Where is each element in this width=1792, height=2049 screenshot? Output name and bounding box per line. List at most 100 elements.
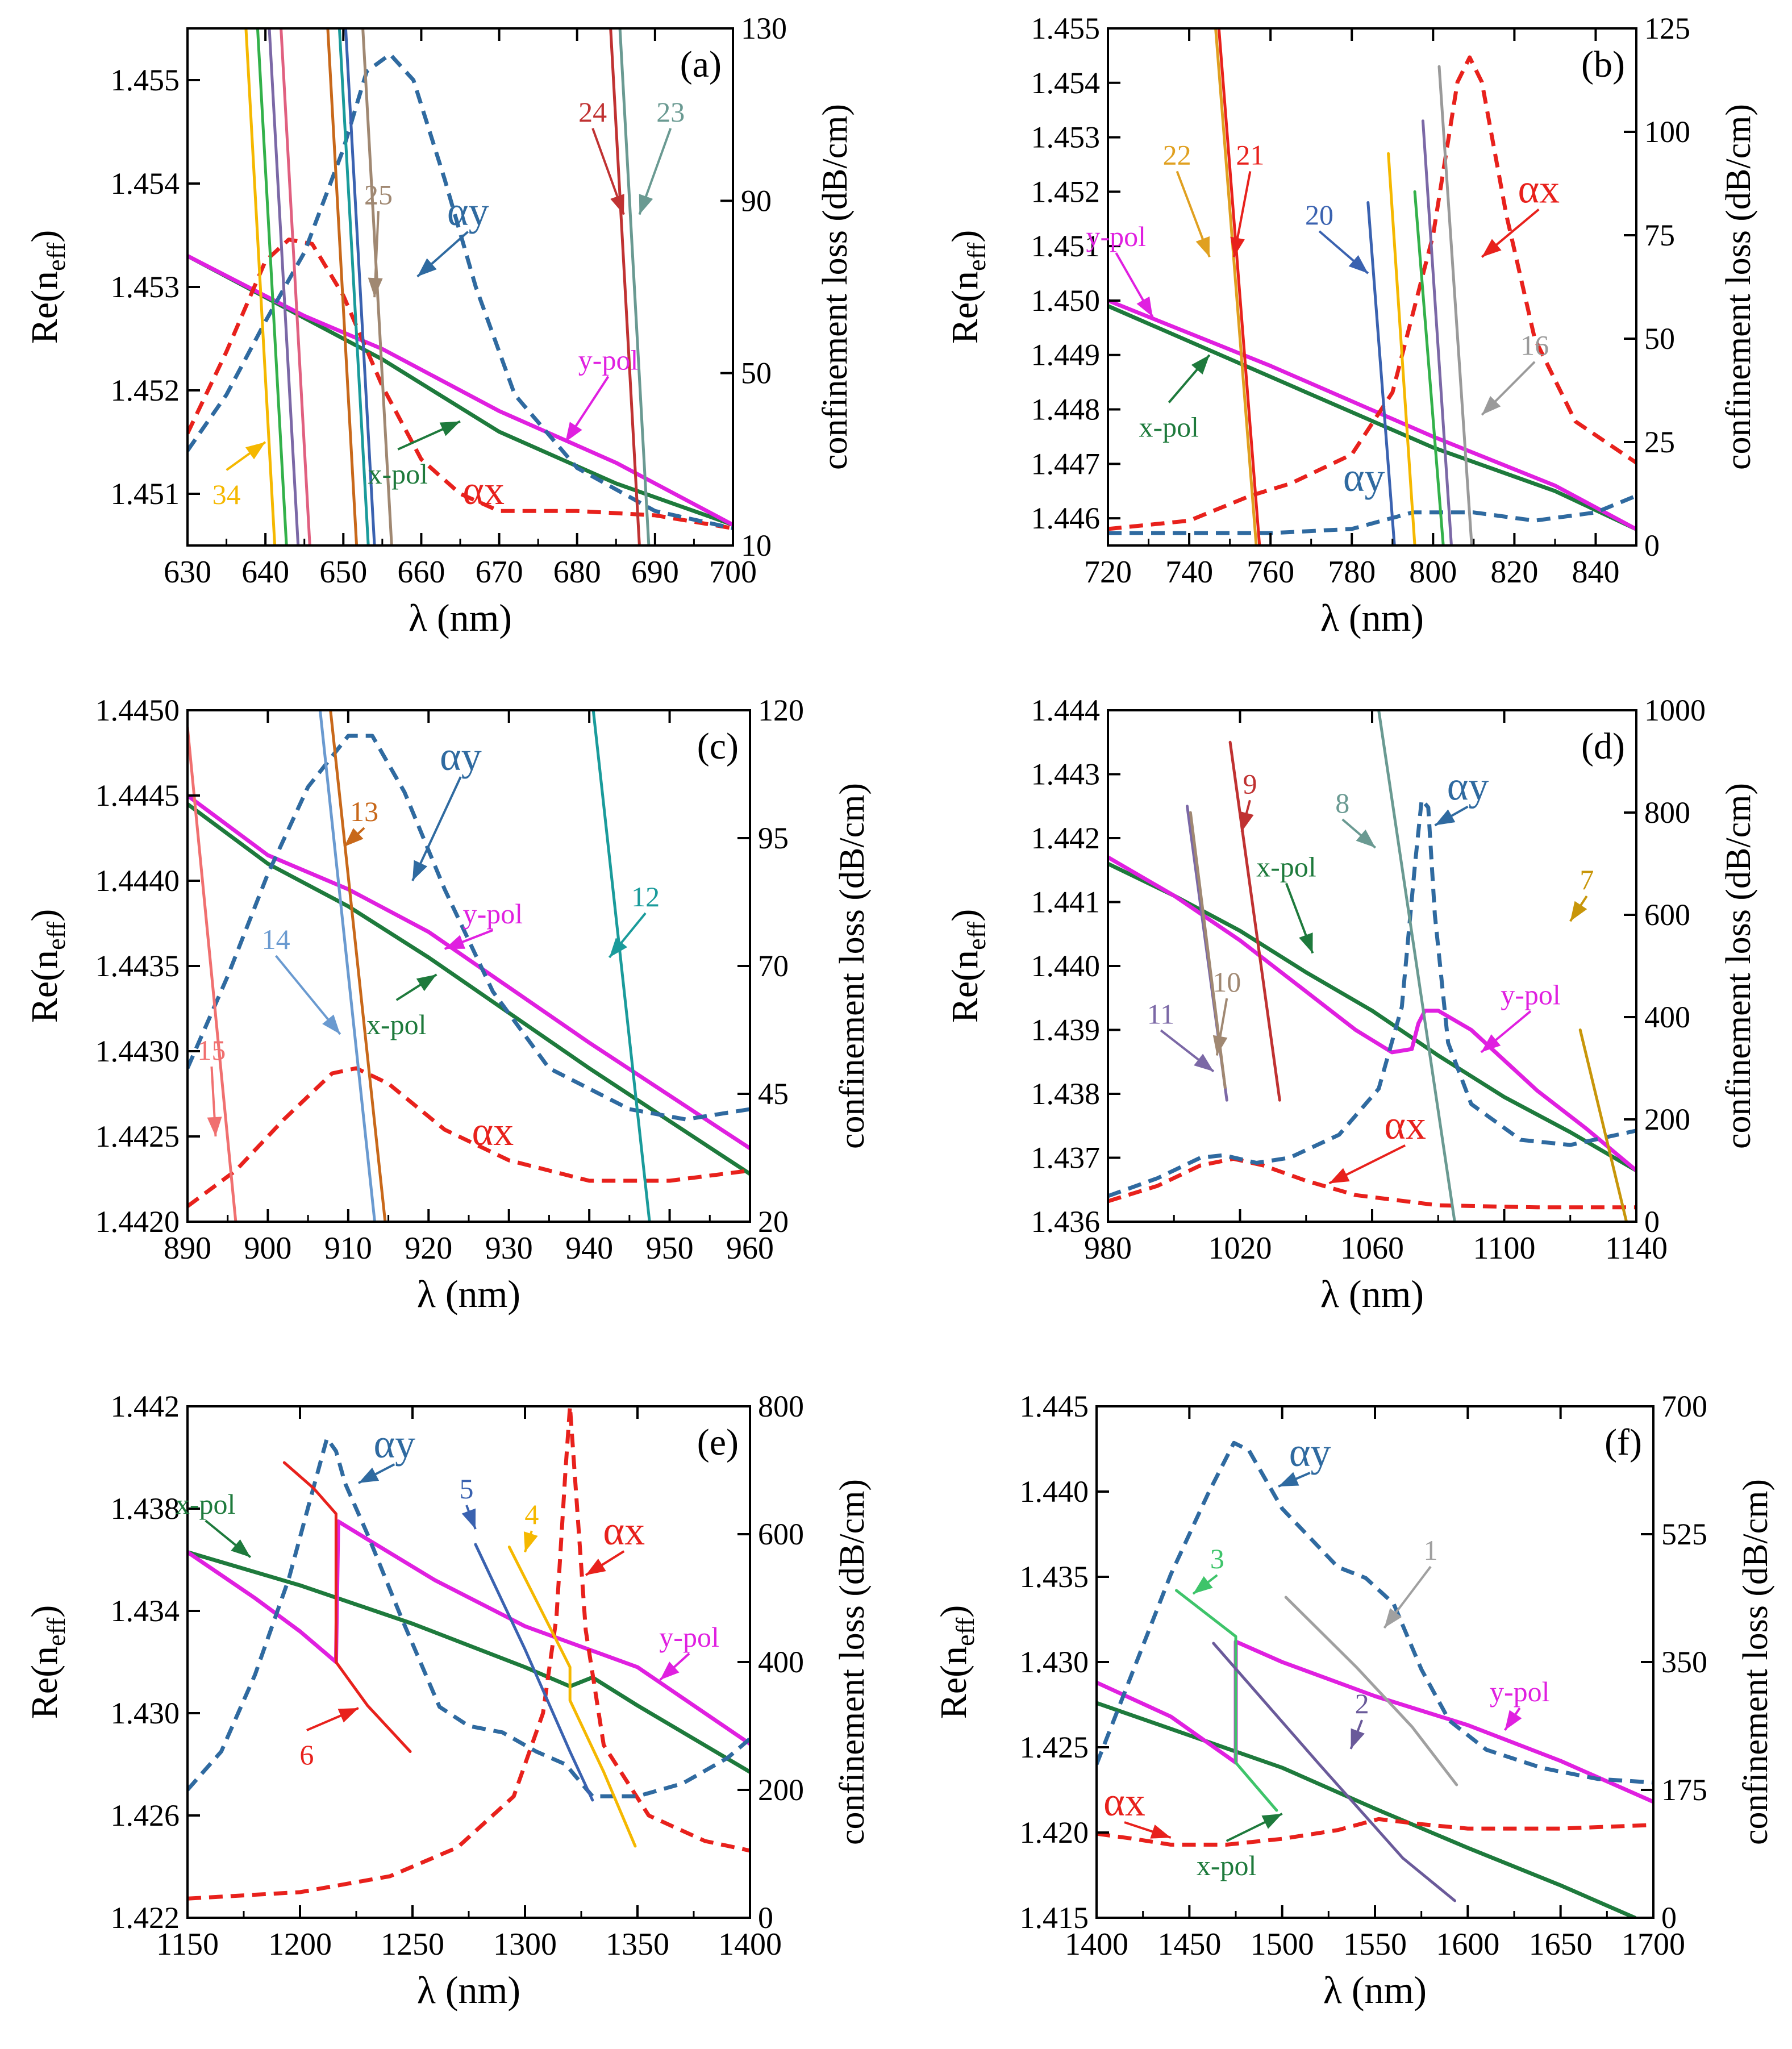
y-tick-label: 1.415 bbox=[1020, 1901, 1089, 1935]
panel-label: (f) bbox=[1605, 1422, 1642, 1463]
annotation-label: y-pol bbox=[1086, 220, 1147, 252]
annotation-label: 8 bbox=[1335, 787, 1349, 819]
y2-tick-label: 20 bbox=[758, 1205, 789, 1239]
series-m-b6 bbox=[1413, 190, 1445, 545]
annotation-label: x-pol bbox=[1197, 1850, 1257, 1881]
annotation-arrow-head bbox=[1570, 901, 1587, 922]
y2-tick-label: 10 bbox=[741, 528, 772, 563]
annotation-label: 15 bbox=[197, 1034, 226, 1066]
annotation-label: y-pol bbox=[659, 1621, 719, 1653]
x-tick-label: 680 bbox=[553, 555, 601, 590]
x-tick-label: 690 bbox=[631, 555, 679, 590]
annotation: 6 bbox=[299, 1707, 359, 1771]
annotation: αx bbox=[472, 1109, 514, 1154]
annotation-arrow-head bbox=[639, 194, 653, 215]
x-tick-label: 1200 bbox=[268, 1927, 332, 1962]
series-group bbox=[187, 1406, 750, 1901]
y-tick-label: 1.451 bbox=[111, 477, 180, 511]
annotation: αx bbox=[1328, 1102, 1426, 1185]
annotation: αx bbox=[585, 1508, 645, 1576]
y-tick-label: 1.426 bbox=[111, 1798, 180, 1833]
x-tick-label: 1020 bbox=[1208, 1231, 1272, 1266]
x-tick-label: 1350 bbox=[606, 1927, 669, 1962]
series-x-pol bbox=[1108, 861, 1636, 1173]
annotation-arrow-head bbox=[1348, 255, 1368, 274]
annotation-label: y-pol bbox=[463, 898, 523, 930]
x-tick-label: 1250 bbox=[381, 1927, 444, 1962]
series--x bbox=[1097, 1817, 1653, 1847]
annotation-label: αy bbox=[447, 189, 489, 234]
annotation: 7 bbox=[1569, 864, 1594, 922]
annotation: 11 bbox=[1147, 998, 1215, 1073]
annotation: 23 bbox=[638, 96, 685, 215]
annotation: x-pol bbox=[368, 420, 461, 490]
x-tick-label: 1450 bbox=[1157, 1927, 1221, 1962]
annotation-arrow-head bbox=[1239, 811, 1254, 832]
series-group bbox=[1108, 28, 1636, 545]
x-axis-label: λ (nm) bbox=[1320, 596, 1424, 639]
annotation-label: 22 bbox=[1163, 139, 1191, 170]
series-group bbox=[1097, 1440, 1653, 1918]
panel-a: 630 640 650 660 670 680 690 700 1.451 1.452 1.453 1… bbox=[24, 11, 855, 639]
series-9 bbox=[1228, 740, 1281, 1102]
y-tick-label: 1.449 bbox=[1031, 338, 1101, 372]
x-tick-label: 1400 bbox=[718, 1927, 782, 1962]
x-tick-label: 920 bbox=[405, 1231, 452, 1266]
y-tick-label: 1.439 bbox=[1031, 1013, 1101, 1047]
series-24 bbox=[609, 28, 641, 545]
annotation: y-pol bbox=[1490, 1676, 1550, 1731]
y-axis-label-close: ) bbox=[944, 909, 986, 922]
y-axis-label-sub: eff bbox=[41, 1617, 70, 1646]
panel-label: (c) bbox=[697, 726, 739, 767]
annotation: αx bbox=[1481, 166, 1560, 258]
y-tick-label: 1.425 bbox=[1020, 1730, 1089, 1764]
y2-tick-label: 90 bbox=[741, 184, 772, 218]
annotation: 3 bbox=[1192, 1543, 1224, 1595]
annotation: 10 bbox=[1212, 966, 1241, 1056]
annotation: αy bbox=[1434, 764, 1489, 827]
annotation-label: αx bbox=[472, 1109, 514, 1154]
annotation-label: 7 bbox=[1580, 864, 1594, 896]
annotation-arrow-head bbox=[1505, 1710, 1522, 1730]
x-tick-label: 670 bbox=[476, 555, 523, 590]
annotation-label: x-pol bbox=[1256, 851, 1316, 883]
y-axis-label-main: Re(n bbox=[24, 271, 65, 344]
annotation: x-pol bbox=[1197, 1813, 1283, 1881]
series-3 bbox=[1175, 1589, 1278, 1812]
annotation-label: 13 bbox=[350, 796, 378, 827]
annotation: αy bbox=[411, 734, 482, 881]
series-group bbox=[1108, 710, 1636, 1222]
y-tick-label: 1.440 bbox=[1020, 1475, 1089, 1509]
y2-tick-label: 600 bbox=[1644, 898, 1690, 932]
series-m-a3 bbox=[268, 28, 300, 545]
annotation-label: αx bbox=[1518, 166, 1560, 212]
x-tick-label: 760 bbox=[1247, 555, 1294, 590]
y-tick-label: 1.440 bbox=[1031, 949, 1101, 983]
series-group bbox=[187, 710, 750, 1222]
annotation-arrow-head bbox=[1191, 355, 1210, 375]
annotation-label: 12 bbox=[631, 881, 660, 913]
x-tick-label: 660 bbox=[397, 555, 445, 590]
y-axis-label-close: ) bbox=[24, 1605, 65, 1618]
y-tick-label: 1.446 bbox=[1031, 501, 1101, 535]
y-tick-label: 1.444 bbox=[1031, 693, 1101, 727]
annotation-arrow-head bbox=[1193, 1576, 1213, 1594]
x-tick-label: 930 bbox=[485, 1231, 533, 1266]
y-tick-label: 1.422 bbox=[111, 1901, 180, 1935]
panel-label: (b) bbox=[1581, 44, 1625, 85]
series-5 bbox=[474, 1543, 594, 1802]
annotation-label: 23 bbox=[656, 96, 685, 128]
y-tick-label: 1.4440 bbox=[95, 864, 180, 898]
x-tick-label: 1650 bbox=[1529, 1927, 1593, 1962]
y2-tick-label: 1000 bbox=[1644, 693, 1706, 727]
y2-axis-label: confinement loss (dB/cm) bbox=[1736, 1479, 1775, 1845]
annotation: 5 bbox=[460, 1473, 477, 1530]
x-tick-label: 940 bbox=[565, 1231, 613, 1266]
annotation-arrow-head bbox=[660, 1661, 680, 1680]
y-tick-label: 1.435 bbox=[1020, 1560, 1089, 1594]
y-axis-label-sub: eff bbox=[951, 1617, 980, 1646]
y2-tick-label: 75 bbox=[1644, 218, 1675, 252]
annotation-label: 2 bbox=[1355, 1688, 1369, 1719]
panel-d: 980 1020 1060 1100 11401.4361.4371.4381.4391… bbox=[944, 693, 1758, 1315]
x-tick-label: 1150 bbox=[156, 1927, 219, 1962]
